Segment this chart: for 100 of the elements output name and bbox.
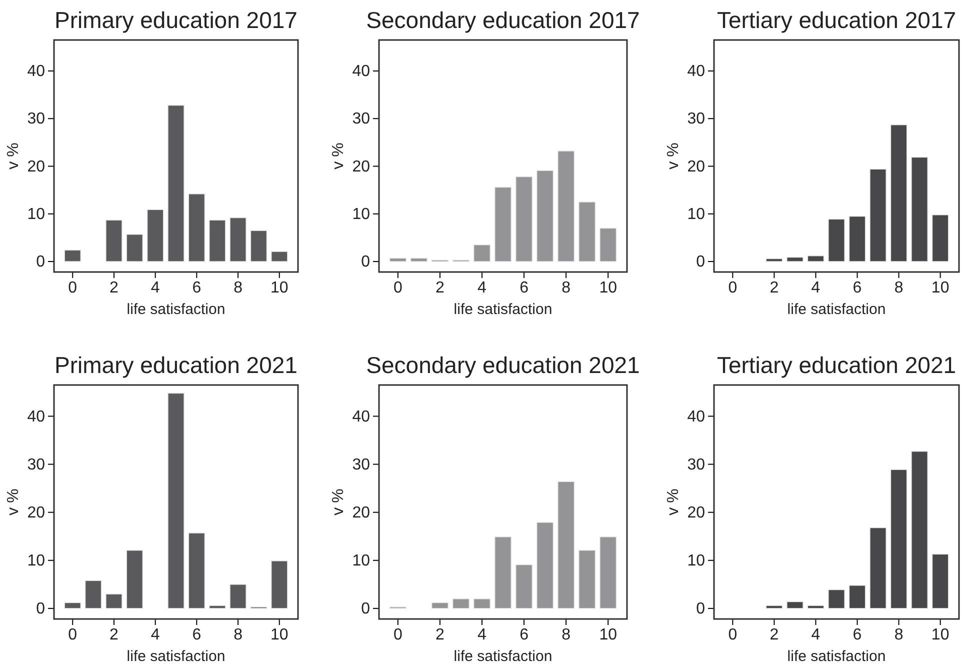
bar xyxy=(786,601,804,609)
x-axis-title: life satisfaction xyxy=(126,648,226,665)
bar xyxy=(515,176,533,262)
bar xyxy=(828,218,845,262)
x-tick-label: 2 xyxy=(110,279,119,296)
bar xyxy=(870,168,887,262)
bar xyxy=(515,564,533,609)
x-tick-label: 10 xyxy=(270,279,288,296)
y-tick-label: 30 xyxy=(27,110,46,128)
bar xyxy=(578,202,596,262)
y-tick-label: 40 xyxy=(687,63,706,80)
y-tick-label: 10 xyxy=(27,206,46,223)
y-tick-label: 0 xyxy=(36,600,46,618)
x-tick-label: 2 xyxy=(770,626,779,644)
y-tick-label: 30 xyxy=(687,110,706,128)
bar xyxy=(807,605,824,609)
x-tick-label: 10 xyxy=(599,626,618,644)
bar xyxy=(578,550,596,609)
bar xyxy=(188,532,206,609)
y-tick-label: 30 xyxy=(352,456,370,474)
bar xyxy=(106,594,122,609)
y-axis-title: v % xyxy=(330,488,347,516)
x-axis-title: life satisfaction xyxy=(126,301,226,318)
bar xyxy=(557,150,575,262)
y-tick-label: 0 xyxy=(36,254,46,271)
x-tick-label: 6 xyxy=(852,626,862,644)
x-tick-label: 10 xyxy=(931,279,950,296)
bar xyxy=(389,258,407,262)
bar xyxy=(208,220,226,262)
bar xyxy=(270,560,288,609)
y-axis-title: v % xyxy=(665,488,682,516)
bar xyxy=(452,598,470,609)
chart-title: Tertiary education 2017 xyxy=(716,7,956,33)
chart-title: Primary education 2017 xyxy=(54,7,298,33)
chart-title: Secondary education 2017 xyxy=(366,7,640,33)
x-tick-label: 10 xyxy=(599,279,618,296)
bar xyxy=(766,605,783,609)
x-axis-title: life satisfaction xyxy=(454,301,552,318)
x-axis-title: life satisfaction xyxy=(787,301,886,318)
x-tick-label: 4 xyxy=(478,279,487,296)
y-tick-label: 10 xyxy=(687,552,706,570)
x-axis-title: life satisfaction xyxy=(787,648,886,665)
y-tick-label: 30 xyxy=(27,456,46,474)
y-tick-label: 40 xyxy=(27,63,46,80)
chart-title: Secondary education 2021 xyxy=(366,352,640,378)
x-tick-label: 6 xyxy=(192,279,202,296)
x-tick-label: 0 xyxy=(393,279,402,296)
x-tick-label: 8 xyxy=(894,626,904,644)
y-tick-label: 0 xyxy=(361,600,370,618)
bar xyxy=(807,255,824,262)
y-tick-label: 20 xyxy=(27,504,46,522)
x-tick-label: 6 xyxy=(852,279,862,296)
bar xyxy=(473,244,491,262)
bar xyxy=(250,230,268,262)
bar xyxy=(64,250,82,262)
y-tick-label: 0 xyxy=(696,600,706,618)
x-tick-label: 2 xyxy=(435,279,444,296)
bar xyxy=(208,605,226,609)
y-tick-label: 40 xyxy=(687,408,706,426)
bar xyxy=(766,258,783,262)
x-tick-label: 0 xyxy=(393,626,402,644)
x-tick-label: 4 xyxy=(811,279,820,296)
bar xyxy=(932,214,949,262)
y-tick-label: 10 xyxy=(352,206,370,223)
y-tick-label: 30 xyxy=(352,110,370,128)
bar xyxy=(599,536,617,609)
x-tick-label: 6 xyxy=(520,279,529,296)
bar xyxy=(536,522,554,609)
bar xyxy=(599,228,617,262)
y-axis-title: v % xyxy=(5,488,22,516)
y-tick-label: 10 xyxy=(687,206,706,223)
x-tick-label: 2 xyxy=(435,626,444,644)
y-tick-label: 10 xyxy=(27,552,46,570)
x-tick-label: 8 xyxy=(234,279,243,296)
y-tick-label: 40 xyxy=(352,63,370,80)
bar xyxy=(188,193,206,262)
x-tick-label: 4 xyxy=(150,626,160,644)
bar xyxy=(230,584,246,609)
bar xyxy=(786,256,804,262)
x-tick-label: 8 xyxy=(562,279,571,296)
x-tick-label: 0 xyxy=(68,626,78,644)
bar xyxy=(84,580,102,609)
bar xyxy=(870,527,887,609)
y-tick-label: 40 xyxy=(352,408,370,426)
bar xyxy=(848,584,866,609)
bar xyxy=(146,209,164,262)
bar xyxy=(557,481,575,609)
y-tick-label: 10 xyxy=(352,552,370,570)
y-tick-label: 20 xyxy=(352,158,370,176)
x-tick-label: 6 xyxy=(520,626,529,644)
y-tick-label: 20 xyxy=(687,158,706,176)
bar xyxy=(126,234,144,262)
y-tick-label: 30 xyxy=(687,456,706,474)
x-axis-title: life satisfaction xyxy=(454,648,552,665)
bar xyxy=(890,124,908,262)
bar xyxy=(410,258,428,262)
x-tick-label: 8 xyxy=(894,279,904,296)
bar xyxy=(168,392,184,609)
y-tick-label: 40 xyxy=(27,408,46,426)
bar xyxy=(431,602,449,609)
